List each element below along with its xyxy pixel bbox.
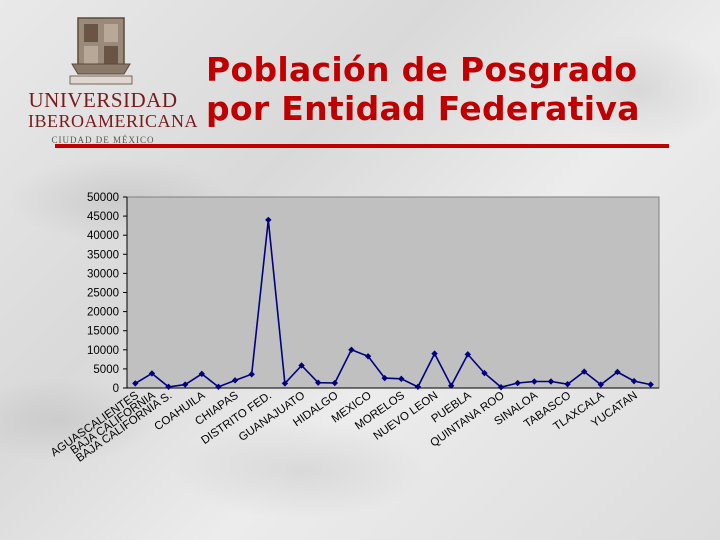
data-point [331, 379, 339, 387]
y-tick-label: 40000 [87, 230, 119, 242]
y-tick-label: 10000 [87, 345, 119, 357]
x-tick-label: BAJA CALIFORNIA [69, 389, 158, 457]
data-point [580, 368, 588, 375]
data-point [248, 371, 255, 378]
university-name-line1: UNIVERSIDAD [28, 88, 178, 112]
data-point [597, 381, 605, 388]
data-point [531, 378, 538, 385]
data-point [348, 346, 355, 353]
population-line-chart: 0 5000 10000 15000 20000 25000 30000 35000 40000… [49, 192, 660, 465]
y-tick-label: 20000 [87, 307, 119, 319]
y-tick-label: 0 [113, 383, 119, 395]
page-title: Población de Posgrado por Entidad Federa… [206, 50, 666, 128]
y-tick-label: 25000 [87, 288, 119, 300]
data-point [514, 379, 521, 387]
data-point [132, 380, 139, 387]
data-point [647, 381, 654, 388]
data-point [215, 383, 222, 391]
university-logo: UNIVERSIDAD IBEROAMERICANA CIUDAD DE MÉX… [28, 14, 199, 145]
y-tick-label: 30000 [87, 268, 119, 280]
y-tick-label: 15000 [87, 326, 119, 338]
title-line-2: por Entidad Federativa [206, 89, 640, 128]
data-point [547, 378, 555, 385]
data-point [614, 368, 621, 376]
data-point [481, 369, 488, 377]
title-line-1: Población de Posgrado [206, 50, 638, 89]
y-tick-label: 5000 [93, 364, 119, 376]
series-line [132, 216, 654, 391]
data-point [364, 353, 372, 360]
data-point [231, 377, 239, 384]
data-point [181, 381, 189, 388]
university-name-line2: IBEROAMERICANA [28, 111, 199, 131]
data-point [265, 216, 272, 224]
y-tick-label: 35000 [87, 249, 119, 261]
title-underline [55, 144, 669, 148]
data-point [148, 370, 156, 377]
y-axis: 0 5000 10000 15000 20000 25000 30000 35000 40000… [87, 192, 128, 395]
university-crest-icon [69, 17, 133, 85]
data-point [497, 384, 505, 391]
data-point [447, 382, 455, 389]
data-point [165, 383, 172, 391]
data-point [281, 380, 289, 387]
plot-area [126, 196, 660, 389]
y-tick-label: 50000 [87, 192, 119, 204]
data-point [431, 350, 438, 357]
y-tick-label: 45000 [87, 211, 119, 223]
data-point [564, 380, 571, 388]
data-point [314, 379, 322, 386]
data-point [381, 374, 388, 382]
university-city: CIUDAD DE MÉXICO [51, 135, 155, 145]
data-point [630, 377, 638, 385]
data-point [298, 362, 305, 369]
data-point [414, 383, 422, 391]
